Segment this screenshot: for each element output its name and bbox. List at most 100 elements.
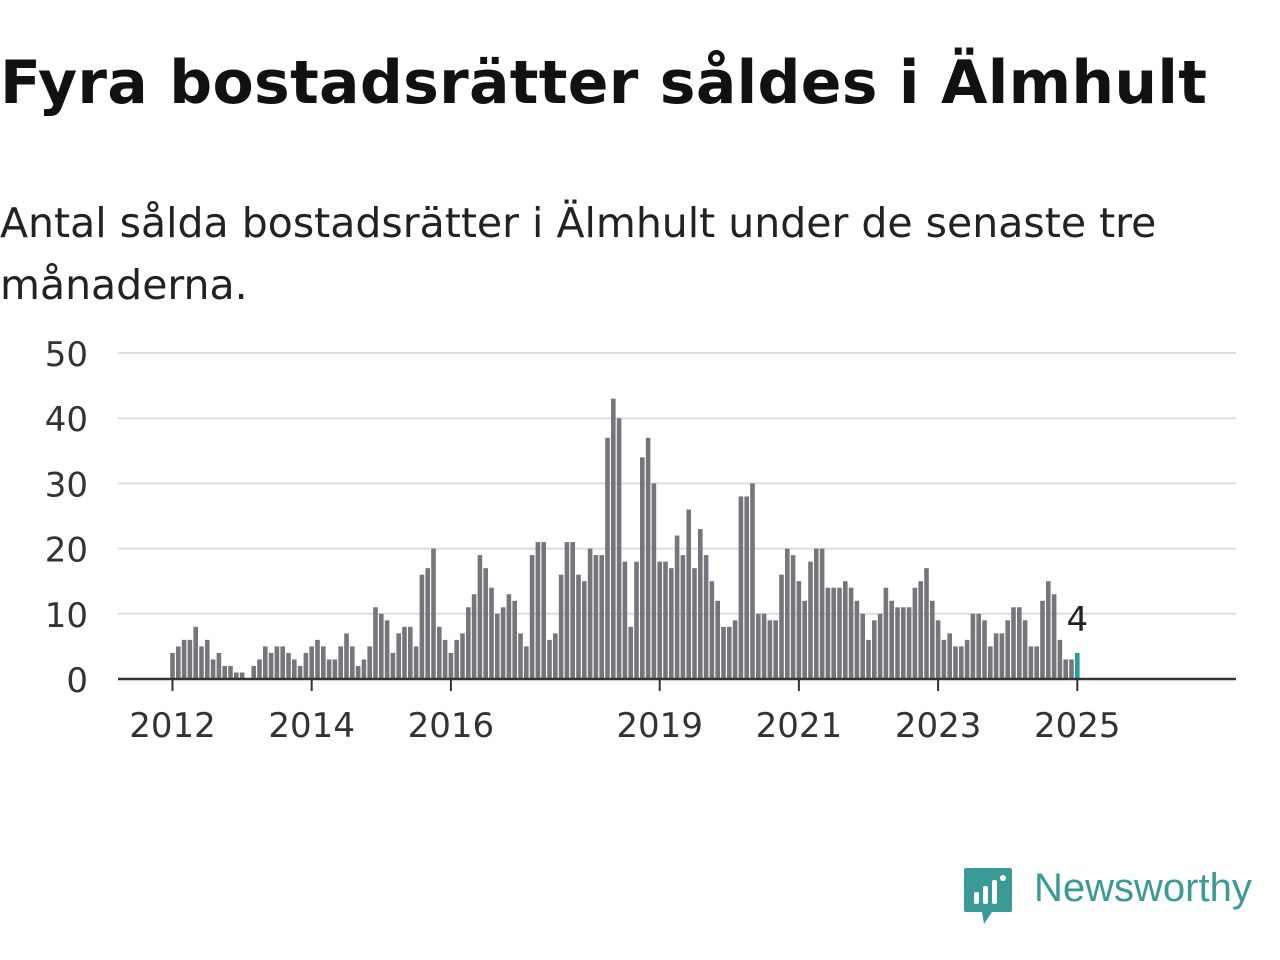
bar xyxy=(744,496,749,679)
bar xyxy=(605,437,610,679)
bar xyxy=(187,639,193,679)
bar xyxy=(959,646,964,679)
bar xyxy=(837,587,842,679)
bar xyxy=(477,555,483,679)
bar xyxy=(309,646,314,679)
bar xyxy=(930,600,935,679)
bar xyxy=(384,620,390,679)
chart-title: Fyra bostadsrätter såldes i Älmhult xyxy=(0,48,1208,118)
bar xyxy=(396,633,401,679)
bar xyxy=(419,574,425,679)
bar xyxy=(506,594,512,679)
bar xyxy=(466,607,471,679)
bar xyxy=(512,600,517,679)
x-tick-label: 2012 xyxy=(129,706,216,746)
bar xyxy=(338,646,343,679)
bar xyxy=(1028,646,1034,679)
bar xyxy=(935,620,941,679)
bar xyxy=(883,587,889,679)
bar xyxy=(715,600,720,679)
bar xyxy=(680,555,686,679)
bar xyxy=(906,607,912,679)
bar xyxy=(785,548,790,679)
bar xyxy=(727,626,732,679)
x-tick-label: 2023 xyxy=(895,706,982,746)
bar xyxy=(228,665,233,679)
bar xyxy=(344,633,349,679)
bar xyxy=(413,646,419,679)
bar xyxy=(732,620,738,679)
bar xyxy=(280,646,285,679)
bar xyxy=(483,568,488,679)
bar-chart: 0 10 20 30 40 50 2012 2014 2016 2019 2021 2023 2025 4 xyxy=(45,335,1236,746)
bar xyxy=(953,646,958,679)
bar xyxy=(895,607,900,679)
bar xyxy=(292,659,297,679)
bar xyxy=(964,639,970,679)
bar xyxy=(355,665,361,679)
bar xyxy=(390,652,396,679)
bar xyxy=(251,665,256,679)
brand-name: Newsworthy xyxy=(1034,866,1252,910)
bar xyxy=(999,633,1005,679)
bar xyxy=(947,633,952,679)
bar xyxy=(257,659,262,679)
bar xyxy=(553,633,558,679)
bar xyxy=(738,496,744,679)
bar xyxy=(1040,600,1045,679)
bar xyxy=(645,437,651,679)
y-tick-label: 0 xyxy=(66,661,88,701)
bar xyxy=(379,613,384,679)
bar-latest xyxy=(1075,652,1080,679)
bar xyxy=(1063,659,1068,679)
bar xyxy=(860,613,865,679)
bar xyxy=(628,626,633,679)
bar xyxy=(582,581,587,679)
bar xyxy=(721,626,726,679)
y-tick-label: 40 xyxy=(45,400,88,440)
bar xyxy=(268,652,274,679)
bar xyxy=(1057,639,1063,679)
bar xyxy=(489,587,494,679)
bar xyxy=(425,568,430,679)
bar xyxy=(599,555,604,679)
bar xyxy=(611,398,616,679)
bar xyxy=(773,620,778,679)
bar xyxy=(170,652,175,679)
bar xyxy=(205,639,210,679)
bar xyxy=(866,639,871,679)
bar xyxy=(460,633,465,679)
x-tick-label: 2014 xyxy=(268,706,355,746)
bar xyxy=(651,483,657,679)
bar xyxy=(210,659,216,679)
bar xyxy=(993,633,999,679)
bar xyxy=(825,587,831,679)
y-tick-label: 50 xyxy=(45,335,88,375)
bar xyxy=(872,620,877,679)
bar xyxy=(988,646,993,679)
bar xyxy=(808,561,813,679)
bar xyxy=(663,561,668,679)
bar xyxy=(796,581,802,679)
bar xyxy=(222,665,227,679)
bar xyxy=(1051,594,1057,679)
bar xyxy=(570,542,575,679)
bar xyxy=(1022,620,1028,679)
bar xyxy=(274,646,280,679)
y-tick-label: 10 xyxy=(45,596,88,636)
x-tick-label: 2025 xyxy=(1034,706,1121,746)
bar xyxy=(1034,646,1039,679)
bar xyxy=(843,581,848,679)
bar xyxy=(199,646,204,679)
bar xyxy=(976,613,981,679)
y-tick-label: 30 xyxy=(45,465,88,505)
bar xyxy=(657,561,662,679)
x-tick-label: 2021 xyxy=(756,706,843,746)
bar xyxy=(193,626,198,679)
bar xyxy=(819,548,825,679)
bar xyxy=(854,600,860,679)
bar xyxy=(448,652,454,679)
bar xyxy=(263,646,268,679)
bar xyxy=(848,587,854,679)
bar xyxy=(686,509,691,679)
